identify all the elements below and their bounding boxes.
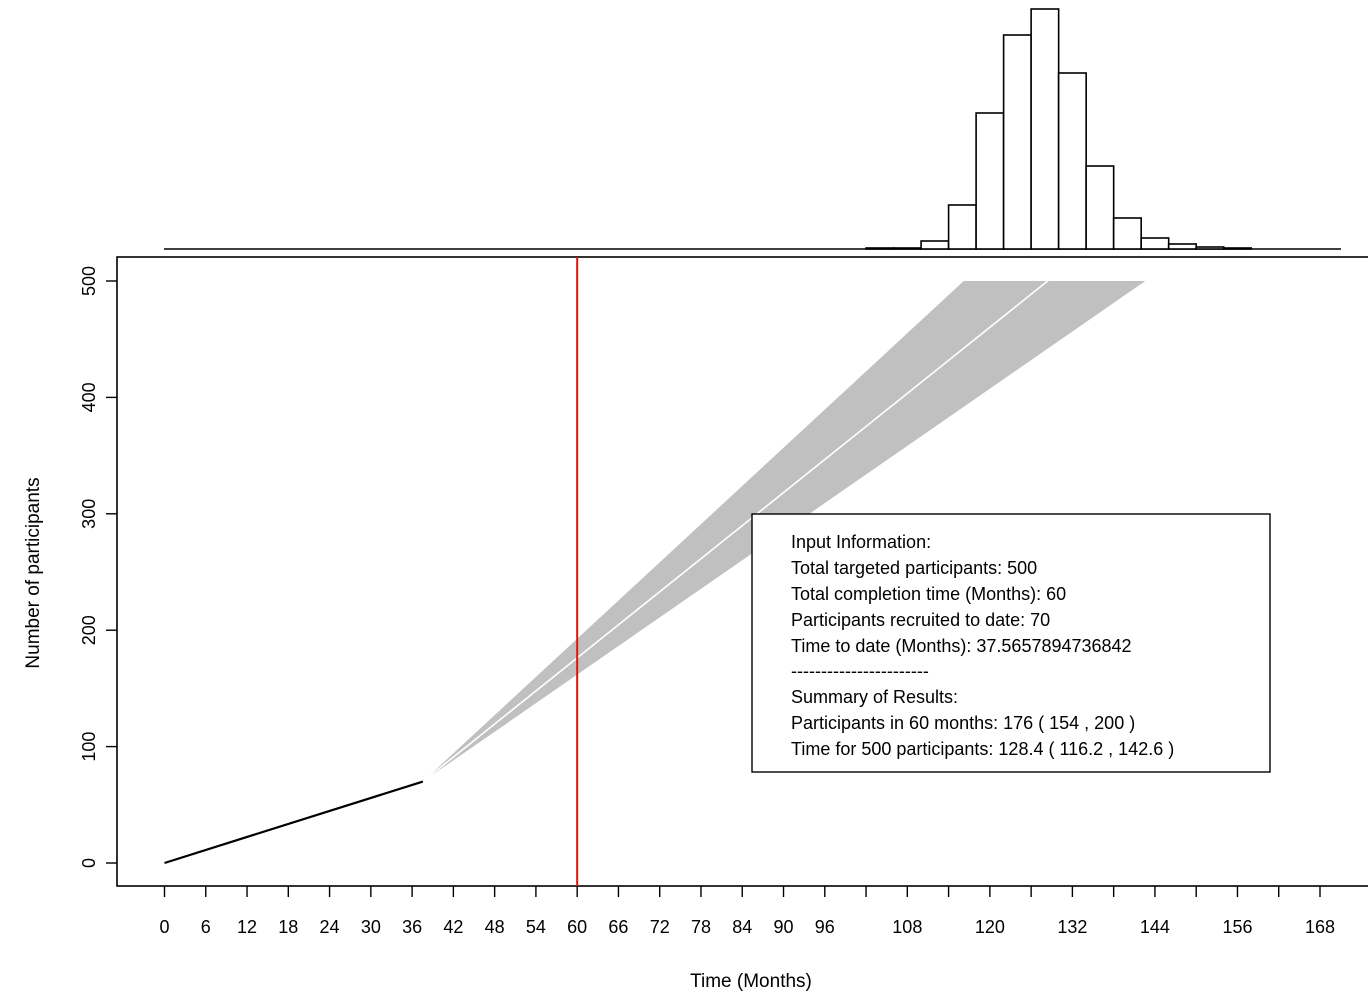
- x-axis: 0 6 12 18 24 30 36 42 48 54 60 66 72 78 84 90 96 108 120 13…: [159, 886, 1335, 937]
- y-axis-title: Number of participants: [23, 477, 44, 668]
- info-line: -----------------------: [791, 661, 929, 681]
- x-tick-label: 132: [1057, 917, 1087, 937]
- x-tick-label: 144: [1140, 917, 1170, 937]
- x-tick-label: 36: [402, 917, 422, 937]
- observed-recruitment-line: [164, 780, 424, 865]
- histogram-bar: [865, 247, 895, 250]
- info-box-frame: [751, 513, 1271, 773]
- x-axis-title: Time (Months): [690, 971, 812, 992]
- info-line: Time for 500 participants: 128.4 ( 116.2…: [791, 739, 1174, 759]
- info-line: Time to date (Months): 37.5657894736842: [791, 636, 1132, 656]
- info-line: Total targeted participants: 500: [791, 558, 1037, 578]
- x-tick-label: 120: [975, 917, 1005, 937]
- y-tick-label: 300: [79, 499, 99, 529]
- histogram-bar: [1002, 34, 1032, 250]
- x-tick-label: 168: [1305, 917, 1335, 937]
- histogram-bar: [1030, 8, 1060, 250]
- histogram-bar: [1222, 247, 1253, 250]
- info-line: Total completion time (Months): 60: [791, 584, 1066, 604]
- lines-group: [164, 257, 1049, 886]
- histogram-bar: [975, 112, 1005, 250]
- y-tick-label: 500: [79, 266, 99, 296]
- x-tick-label: 12: [237, 917, 257, 937]
- histogram-bar: [920, 240, 950, 250]
- y-tick-label: 0: [79, 858, 99, 868]
- info-line: Participants in 60 months: 176 ( 154 , 2…: [791, 713, 1135, 733]
- input-information-box: Input Information: Total targeted partic…: [751, 513, 1271, 773]
- x-tick-label: 42: [443, 917, 463, 937]
- y-tick-label: 400: [79, 382, 99, 412]
- x-tick-label: 72: [650, 917, 670, 937]
- x-tick-label: 66: [608, 917, 628, 937]
- x-tick-label: 78: [691, 917, 711, 937]
- histogram-bar: [1085, 165, 1115, 250]
- histogram-bar: [1140, 237, 1170, 250]
- histogram-bar: [1195, 246, 1225, 250]
- x-tick-label: 48: [485, 917, 505, 937]
- x-tick-label: 96: [815, 917, 835, 937]
- histogram-bar: [1112, 217, 1142, 250]
- histogram-bar: [947, 204, 977, 250]
- histogram-bar: [892, 247, 922, 250]
- plot-frame: [116, 256, 1368, 887]
- x-tick-label: 6: [201, 917, 211, 937]
- x-tick-label: 60: [567, 917, 587, 937]
- x-tick-label: 18: [278, 917, 298, 937]
- median-prediction-line: [422, 280, 1049, 783]
- completion-time-histogram: [164, 8, 1341, 250]
- x-tick-label: 54: [526, 917, 546, 937]
- x-tick-label: 156: [1222, 917, 1252, 937]
- y-tick-label: 200: [79, 615, 99, 645]
- x-tick-label: 108: [892, 917, 922, 937]
- info-line: Participants recruited to date: 70: [791, 610, 1050, 630]
- info-line: Summary of Results:: [791, 687, 958, 707]
- x-tick-label: 84: [732, 917, 752, 937]
- info-line: Input Information:: [791, 532, 931, 552]
- histogram-bar: [1057, 72, 1087, 250]
- y-axis: 0 100 200 300 400 500: [79, 266, 117, 868]
- x-tick-label: 30: [361, 917, 381, 937]
- histogram-bar: [1167, 243, 1197, 250]
- x-tick-label: 90: [774, 917, 794, 937]
- y-tick-label: 100: [79, 732, 99, 762]
- x-tick-label: 24: [320, 917, 340, 937]
- x-tick-label: 0: [159, 917, 169, 937]
